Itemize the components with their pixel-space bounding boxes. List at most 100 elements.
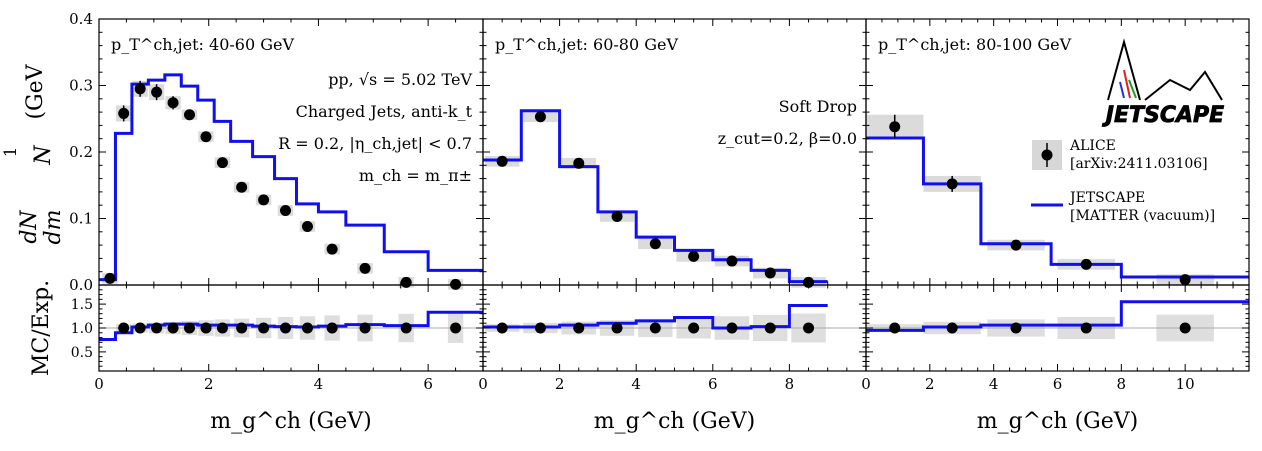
panel-2: 0 2 4 6 8 bbox=[478, 18, 867, 393]
ratio-data-point bbox=[1179, 322, 1191, 334]
annotation-p1: pp, √s = 5.02 TeV bbox=[328, 70, 472, 89]
ratio-data-point bbox=[496, 322, 508, 334]
x-tick-label: 8 bbox=[785, 375, 795, 393]
svg-text:dm: dm bbox=[41, 210, 66, 245]
x-tick-label: 0 bbox=[94, 375, 104, 393]
mc-histogram bbox=[99, 73, 483, 282]
y-tick-label: 0.2 bbox=[69, 143, 93, 161]
logo-text: JETSCAPE bbox=[1102, 103, 1224, 128]
x-axis-title: m_g^ch (GeV) bbox=[977, 409, 1139, 434]
data-point bbox=[534, 111, 546, 123]
annotation-p2: Soft Drop bbox=[779, 97, 857, 116]
legend-mc-label: [MATTER (vacuum)] bbox=[1070, 208, 1215, 224]
data-point bbox=[496, 155, 508, 167]
ratio-data-point bbox=[764, 322, 776, 334]
data-point bbox=[726, 255, 738, 267]
mc-ratio bbox=[483, 304, 828, 330]
pt-label: p_T^ch,jet: 60-80 GeV bbox=[495, 35, 678, 54]
x-tick-label: 0 bbox=[478, 375, 488, 393]
panel-1: 0 2 4 6 bbox=[94, 18, 484, 393]
x-tick-label: 0 bbox=[861, 375, 871, 393]
data-point bbox=[280, 205, 292, 217]
x-tick-label: 4 bbox=[631, 375, 641, 393]
ratio-data-point bbox=[1010, 322, 1022, 334]
x-tick-label: 6 bbox=[708, 375, 718, 393]
svg-text:dN: dN bbox=[17, 210, 42, 244]
ratio-data-point bbox=[134, 322, 146, 334]
data-point bbox=[200, 131, 212, 143]
legend-data-label: ALICE bbox=[1069, 138, 1116, 154]
ratio-data-point bbox=[326, 322, 338, 334]
x-axis-title: m_g^ch (GeV) bbox=[210, 409, 372, 434]
x-tick-label: 2 bbox=[925, 375, 935, 393]
x-tick-label: 6 bbox=[423, 375, 433, 393]
data-point bbox=[134, 83, 146, 95]
ratio-data-point bbox=[611, 322, 623, 334]
ratio-data-point bbox=[359, 322, 371, 334]
data-point bbox=[1080, 258, 1092, 270]
mc-ratio bbox=[866, 300, 1249, 332]
data-point bbox=[118, 107, 130, 119]
data-point bbox=[359, 262, 371, 274]
ratio-data-point bbox=[688, 322, 700, 334]
ratio-y-tick-label: 1.5 bbox=[71, 297, 93, 313]
x-tick-label: 6 bbox=[1053, 375, 1063, 393]
data-point bbox=[688, 250, 700, 262]
ratio-data-point bbox=[280, 322, 292, 334]
x-tick-label: 4 bbox=[989, 375, 999, 393]
ratio-data-point bbox=[726, 322, 738, 334]
data-point bbox=[326, 243, 338, 255]
x-tick-label: 4 bbox=[314, 375, 324, 393]
data-point bbox=[1010, 239, 1022, 251]
ratio-y-tick-label: 0.5 bbox=[71, 345, 93, 361]
annotation-p2: z_cut=0.2, β=0.0 bbox=[718, 129, 857, 148]
x-axis-title: m_g^ch (GeV) bbox=[594, 409, 756, 434]
ratio-data-point bbox=[649, 322, 661, 334]
annotation-p1: Charged Jets, anti-k_t bbox=[296, 102, 473, 121]
ratio-data-point bbox=[236, 322, 248, 334]
ratio-y-tick-label: 1.0 bbox=[71, 321, 93, 337]
ratio-data-point bbox=[301, 322, 313, 334]
y-axis-title-ratio: MC/Exp. bbox=[29, 280, 54, 376]
data-point bbox=[400, 276, 412, 288]
data-point bbox=[236, 181, 248, 193]
legend-mc-label: JETSCAPE bbox=[1068, 190, 1145, 206]
ratio-data-point bbox=[400, 322, 412, 334]
ratio-data-point bbox=[118, 322, 130, 334]
ratio-data-point bbox=[889, 322, 901, 334]
data-point bbox=[764, 267, 776, 279]
jetscape-logo: JETSCAPE bbox=[1101, 38, 1225, 128]
x-tick-label: 2 bbox=[204, 375, 214, 393]
logo-blue-line bbox=[1119, 81, 1125, 99]
x-tick-label: 2 bbox=[555, 375, 565, 393]
ratio-data-point bbox=[534, 322, 546, 334]
data-point bbox=[889, 121, 901, 133]
logo-peak bbox=[1107, 38, 1141, 101]
mc-histogram bbox=[483, 109, 828, 284]
ratio-data-point bbox=[151, 322, 163, 334]
y-tick-label: 0.1 bbox=[69, 210, 93, 228]
annotation-p1: m_ch = m_π± bbox=[359, 166, 472, 185]
ratio-data-point bbox=[573, 322, 585, 334]
data-point bbox=[167, 97, 179, 109]
legend-data-marker bbox=[1041, 149, 1053, 161]
legend: ALICE [arXiv:2411.03106] JETSCAPE [MATTER (… bbox=[1031, 138, 1215, 224]
ratio-data-point bbox=[946, 322, 958, 334]
annotation-p1: R = 0.2, |η_ch,jet| < 0.7 bbox=[278, 134, 472, 153]
data-point bbox=[184, 109, 196, 121]
data-point bbox=[573, 157, 585, 169]
x-tick-label: 10 bbox=[1176, 375, 1195, 393]
legend-data-label: [arXiv:2411.03106] bbox=[1070, 156, 1208, 172]
ratio-data-point bbox=[1080, 322, 1092, 334]
ratio-data-point bbox=[258, 322, 270, 334]
ratio-data-point bbox=[803, 322, 815, 334]
y-tick-label: 0.0 bbox=[69, 276, 93, 294]
ratio-data-point bbox=[216, 322, 228, 334]
data-point bbox=[611, 211, 623, 223]
svg-text:1: 1 bbox=[1, 147, 21, 158]
data-point bbox=[258, 194, 270, 206]
pt-label: p_T^ch,jet: 40-60 GeV bbox=[111, 35, 294, 54]
svg-text:(GeV: (GeV bbox=[23, 63, 48, 119]
logo-green-line bbox=[1128, 79, 1137, 99]
